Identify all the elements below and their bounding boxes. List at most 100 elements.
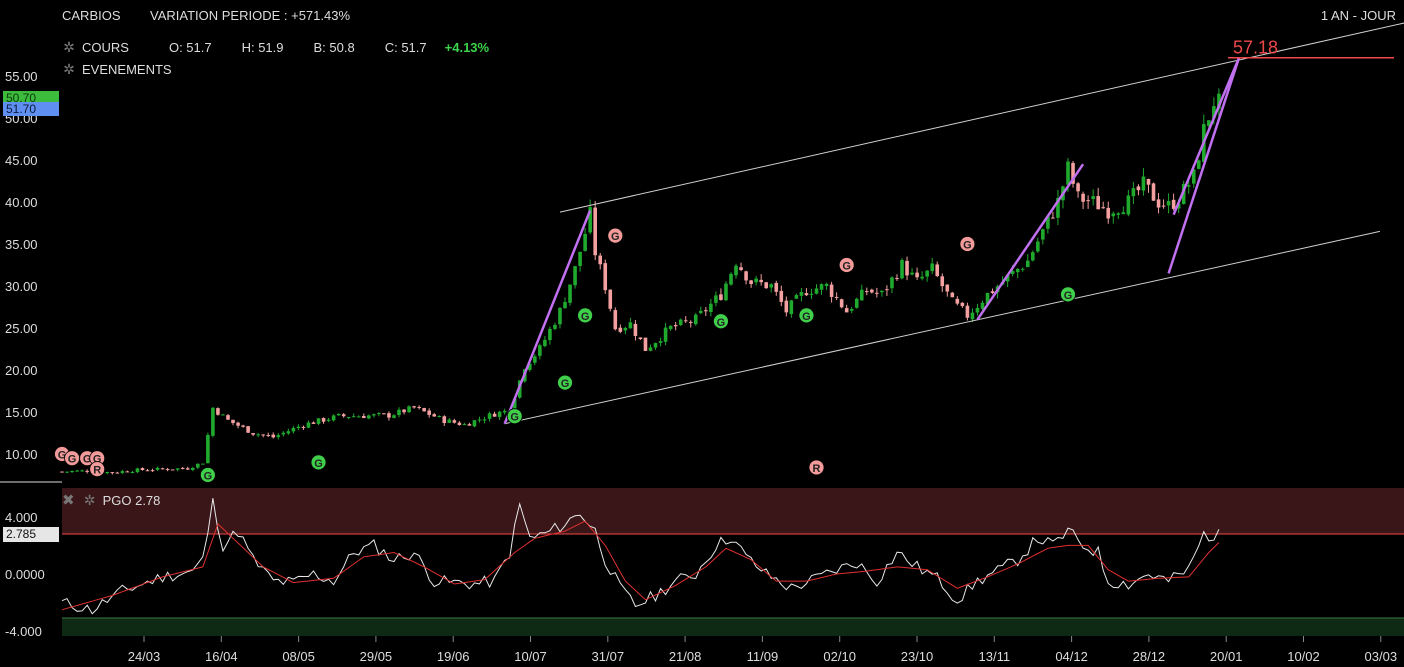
candle-body bbox=[618, 327, 623, 332]
candle-body bbox=[724, 283, 728, 301]
candle-body bbox=[125, 471, 130, 473]
candle-body bbox=[678, 319, 683, 326]
candle-body bbox=[608, 289, 613, 309]
candle-body bbox=[336, 413, 341, 416]
candle-body bbox=[925, 270, 929, 277]
candle-body bbox=[351, 416, 356, 418]
candle-body bbox=[402, 409, 406, 413]
candle-body bbox=[226, 415, 230, 420]
candle-body bbox=[321, 418, 326, 422]
candle-body bbox=[749, 280, 753, 285]
event-marker-circle bbox=[199, 467, 216, 483]
candle-body bbox=[412, 406, 416, 408]
candle-body bbox=[970, 312, 975, 320]
events-label[interactable]: EVENEMENTS bbox=[82, 62, 172, 77]
candle-body bbox=[110, 472, 115, 474]
candle-body bbox=[382, 413, 386, 415]
candle-body bbox=[1056, 198, 1060, 218]
candle-body bbox=[85, 470, 89, 472]
x-tick-label: 04/12 bbox=[1055, 649, 1088, 664]
candle-body bbox=[1161, 205, 1166, 207]
candle-body bbox=[1081, 193, 1085, 202]
candle-body bbox=[910, 272, 914, 275]
candle-body bbox=[704, 310, 708, 312]
candle-body bbox=[885, 289, 889, 291]
x-tick-label: 29/05 bbox=[360, 649, 393, 664]
candle-body bbox=[115, 472, 120, 474]
close-icon[interactable]: ✖ bbox=[62, 492, 75, 509]
gear-icon[interactable]: ✲ bbox=[63, 39, 75, 55]
candle-body bbox=[246, 426, 250, 433]
close-value: C: 51.7 bbox=[384, 40, 427, 55]
candle-body bbox=[829, 284, 834, 297]
candle-body bbox=[1196, 160, 1201, 169]
event-marker-circle bbox=[506, 408, 523, 425]
candle-body bbox=[744, 271, 748, 281]
candle-body bbox=[145, 470, 150, 472]
candle-body bbox=[1030, 252, 1035, 261]
candle-body bbox=[1096, 196, 1100, 210]
event-marker-circle bbox=[577, 307, 594, 324]
candle-body bbox=[1126, 195, 1131, 215]
candle-body bbox=[734, 265, 738, 276]
candle-body bbox=[311, 422, 316, 424]
candle-body bbox=[754, 278, 758, 283]
event-marker-label: G bbox=[611, 231, 620, 243]
channel-upper-line bbox=[559, 22, 1404, 213]
candle-body bbox=[160, 468, 165, 470]
candle-body bbox=[185, 468, 190, 470]
candle-body bbox=[135, 468, 140, 473]
candle-body bbox=[693, 314, 698, 325]
event-marker: G bbox=[798, 307, 815, 324]
trendline bbox=[976, 163, 1085, 321]
event-marker-circle bbox=[1060, 286, 1076, 303]
candle-body bbox=[266, 434, 271, 436]
y-tick-label: 40.00 bbox=[5, 195, 38, 210]
candle-body bbox=[588, 207, 592, 233]
cours-label[interactable]: COURS bbox=[82, 40, 129, 55]
candle-body bbox=[538, 345, 542, 356]
events-legend: ✲ EVENEMENTS bbox=[62, 61, 172, 78]
gear-icon[interactable]: ✲ bbox=[83, 491, 96, 508]
candle-body bbox=[683, 320, 688, 322]
price-legend: ✲ COURS O: 51.7 H: 51.9 B: 50.8 C: 51.7 … bbox=[62, 39, 489, 56]
candle-body bbox=[673, 325, 678, 327]
event-marker: R bbox=[89, 461, 106, 478]
candle-body bbox=[779, 290, 784, 302]
event-marker-label: G bbox=[58, 450, 67, 462]
candle-body bbox=[155, 467, 160, 470]
candle-body bbox=[789, 300, 794, 315]
candle-body bbox=[1116, 213, 1121, 215]
candle-body bbox=[739, 267, 743, 270]
candle-body bbox=[1121, 212, 1126, 215]
period-selector[interactable]: 1 AN - JOUR bbox=[1320, 8, 1396, 23]
candle-body bbox=[331, 415, 336, 421]
candle-body bbox=[598, 255, 603, 265]
candle-body bbox=[960, 302, 965, 307]
candle-body bbox=[216, 408, 220, 415]
candle-body bbox=[1071, 162, 1075, 184]
pgo-y-tick-label: 0.0000 bbox=[5, 567, 45, 582]
candle-body bbox=[583, 233, 587, 251]
candle-body bbox=[890, 277, 894, 289]
candle-body bbox=[437, 415, 442, 417]
y-tick-label: 55.00 bbox=[5, 69, 38, 84]
event-marker-label: G bbox=[1064, 290, 1073, 302]
candle-body bbox=[844, 308, 849, 313]
candle-body bbox=[809, 293, 814, 295]
candle-body bbox=[668, 325, 673, 330]
candle-body bbox=[935, 264, 940, 277]
event-marker: G bbox=[506, 408, 523, 425]
gear-icon[interactable]: ✲ bbox=[63, 61, 75, 77]
candle-body bbox=[764, 282, 768, 289]
candle-body bbox=[548, 328, 552, 341]
candle-body bbox=[271, 434, 276, 438]
x-tick-label: 21/08 bbox=[669, 649, 702, 664]
candle-body bbox=[794, 295, 799, 299]
candle-body bbox=[553, 324, 557, 329]
candle-body bbox=[356, 416, 361, 418]
event-marker-label: G bbox=[93, 454, 102, 466]
candle-body bbox=[1151, 183, 1156, 201]
candle-body bbox=[120, 471, 125, 473]
